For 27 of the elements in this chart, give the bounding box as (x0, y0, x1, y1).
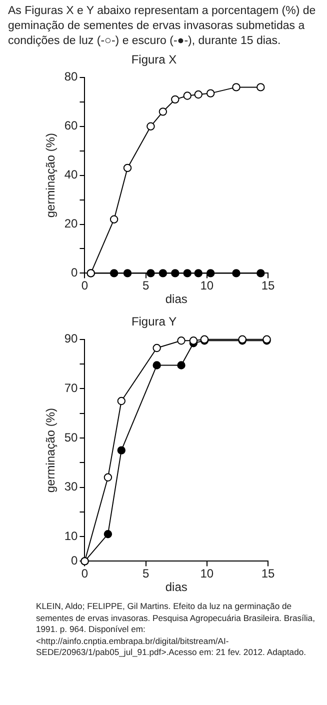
y-tick-label: 50 (64, 430, 78, 444)
x-tick-label: 5 (142, 566, 150, 581)
x-tick-label: 15 (261, 278, 275, 293)
text: KLEIN, Aldo; FELIPPE, Gil Martins. Efeito da luz na germinação de sementes de ervas invasoras. Pesquisa Agropecuária Brasileira. Brasília, 1991. p. 964. Disponível em: <http://ainfo.cnptia.embrapa.br/digital/bitstream/AI-SEDE/20963/1/pab05_jul_91.pdf>.Acesso em: 21 fev. 2012. Adaptado. (35, 600, 316, 658)
y-tick-label: 90 (64, 332, 78, 346)
x-tick-label: 5 (142, 278, 150, 293)
x-tick-label: 0 (81, 566, 88, 581)
y-tick-label: 80 (64, 70, 78, 84)
x-tick-label: 10 (200, 278, 214, 293)
y-tick-label: 20 (64, 216, 78, 231)
x-axis-title: dias (165, 580, 188, 594)
y-axis-title: germinação (%) (44, 132, 58, 218)
y-tick-label: 30 (64, 480, 78, 494)
chart-title: Figura X (131, 52, 177, 67)
x-tick-label: 10 (200, 566, 214, 581)
x-tick-label: 15 (261, 566, 275, 581)
chart-title: Figura Y (131, 314, 177, 329)
y-axis-title: germinação (%) (44, 408, 58, 493)
y-tick-label: 40 (64, 168, 78, 182)
y-tick-label: 10 (64, 528, 78, 543)
x-tick-label: 0 (81, 278, 88, 293)
y-tick-label: 60 (64, 118, 78, 133)
y-tick-label: 0 (71, 266, 78, 280)
x-axis-title: dias (165, 292, 188, 306)
text: As Figuras X e Y abaixo representam a porcentagem (%) de geminação de sementes de ervas invasoras submetidas a condições de luz (-○-) e escuro (-●-), durante 15 dias. (7, 4, 317, 49)
y-tick-label: 0 (71, 554, 78, 568)
y-tick-label: 70 (64, 381, 78, 395)
